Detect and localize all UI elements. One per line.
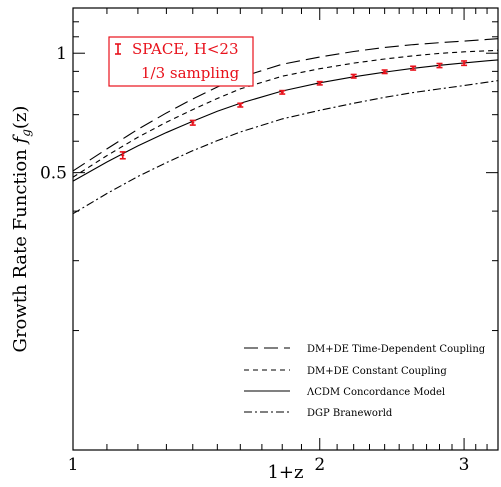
series-line-0	[72, 38, 499, 172]
x-tick-label: 3	[459, 455, 470, 475]
y-tick-label: 0.5	[40, 164, 67, 184]
y-axis-label-subscript: g	[19, 129, 33, 137]
series-line-3	[72, 80, 499, 215]
x-tick-label: 2	[314, 455, 325, 475]
legend-label-constant: DM+DE Constant Coupling	[307, 366, 447, 377]
series-line-1	[72, 49, 499, 178]
x-tick-label: 1	[68, 455, 79, 475]
series-line-2	[72, 59, 499, 182]
data-points	[119, 60, 468, 160]
y-axis-label-argument: (z)	[10, 106, 31, 130]
inset-line-2: 1/3 sampling	[141, 64, 240, 82]
axis-tick-labels: 1 2 3 0.5 1	[40, 44, 470, 475]
axis-ticks	[73, 8, 499, 450]
legend-label-time-dependent: DM+DE Time-Dependent Coupling	[307, 344, 486, 355]
y-axis-label-main: Growth Rate Function	[10, 143, 31, 352]
inset-line-1: SPACE, H<23	[132, 40, 239, 58]
y-tick-label: 1	[56, 44, 67, 64]
legend-label-lcdm: ΛCDM Concordance Model	[306, 387, 445, 398]
data-point	[350, 73, 357, 79]
inset-errorbar-icon	[115, 43, 121, 55]
data-point	[189, 119, 196, 126]
data-point	[436, 62, 443, 69]
data-point	[410, 65, 417, 71]
inset-frame	[108, 36, 254, 87]
legend: DM+DE Time-Dependent Coupling DM+DE Cons…	[244, 344, 486, 419]
inset-box: SPACE, H<23 1/3 sampling	[108, 36, 254, 87]
x-axis-label: 1+z	[267, 462, 303, 483]
data-point	[461, 60, 468, 67]
legend-label-dgp: DGP Braneworld	[307, 408, 393, 419]
data-point	[279, 89, 286, 95]
data-point	[316, 80, 323, 86]
y-axis-label: Growth Rate Function fg(z)	[10, 106, 33, 353]
data-point	[119, 151, 126, 160]
plot-frame	[72, 7, 499, 451]
data-point	[381, 69, 388, 75]
data-point	[237, 102, 244, 108]
model-curves	[72, 38, 499, 215]
